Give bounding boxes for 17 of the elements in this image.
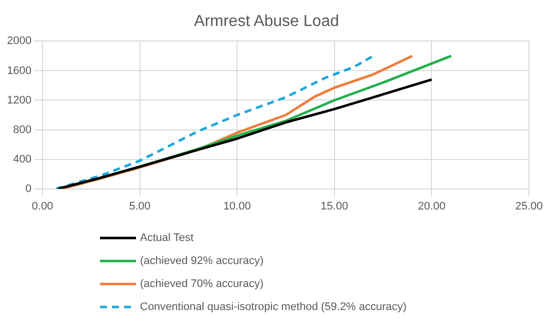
legend-label: (achieved 92% accuracy) xyxy=(140,254,264,266)
y-tick-label: 1600 xyxy=(6,64,32,77)
x-tick-label: 0.00 xyxy=(32,200,54,212)
y-tick-label: 800 xyxy=(13,124,32,136)
legend-label: (achieved 70% accuracy) xyxy=(140,278,264,290)
y-tick-label: 400 xyxy=(13,153,32,166)
y-tick-label: 1200 xyxy=(6,94,32,106)
legend-label: Conventional quasi-isotropic method (59.2% accuracy) xyxy=(140,300,407,312)
legend-label: Actual Test xyxy=(140,232,194,244)
x-tick-label: 5.00 xyxy=(129,200,150,212)
y-tick-label: 0 xyxy=(25,182,32,195)
x-tick-label: 15.00 xyxy=(320,200,348,212)
x-tick-label: 20.00 xyxy=(418,200,446,212)
x-tick-label: 10.00 xyxy=(223,200,251,212)
y-tick-label: 2000 xyxy=(6,35,32,48)
x-tick-label: 25.00 xyxy=(515,200,543,212)
chart-title: Armrest Abuse Load xyxy=(194,13,339,30)
